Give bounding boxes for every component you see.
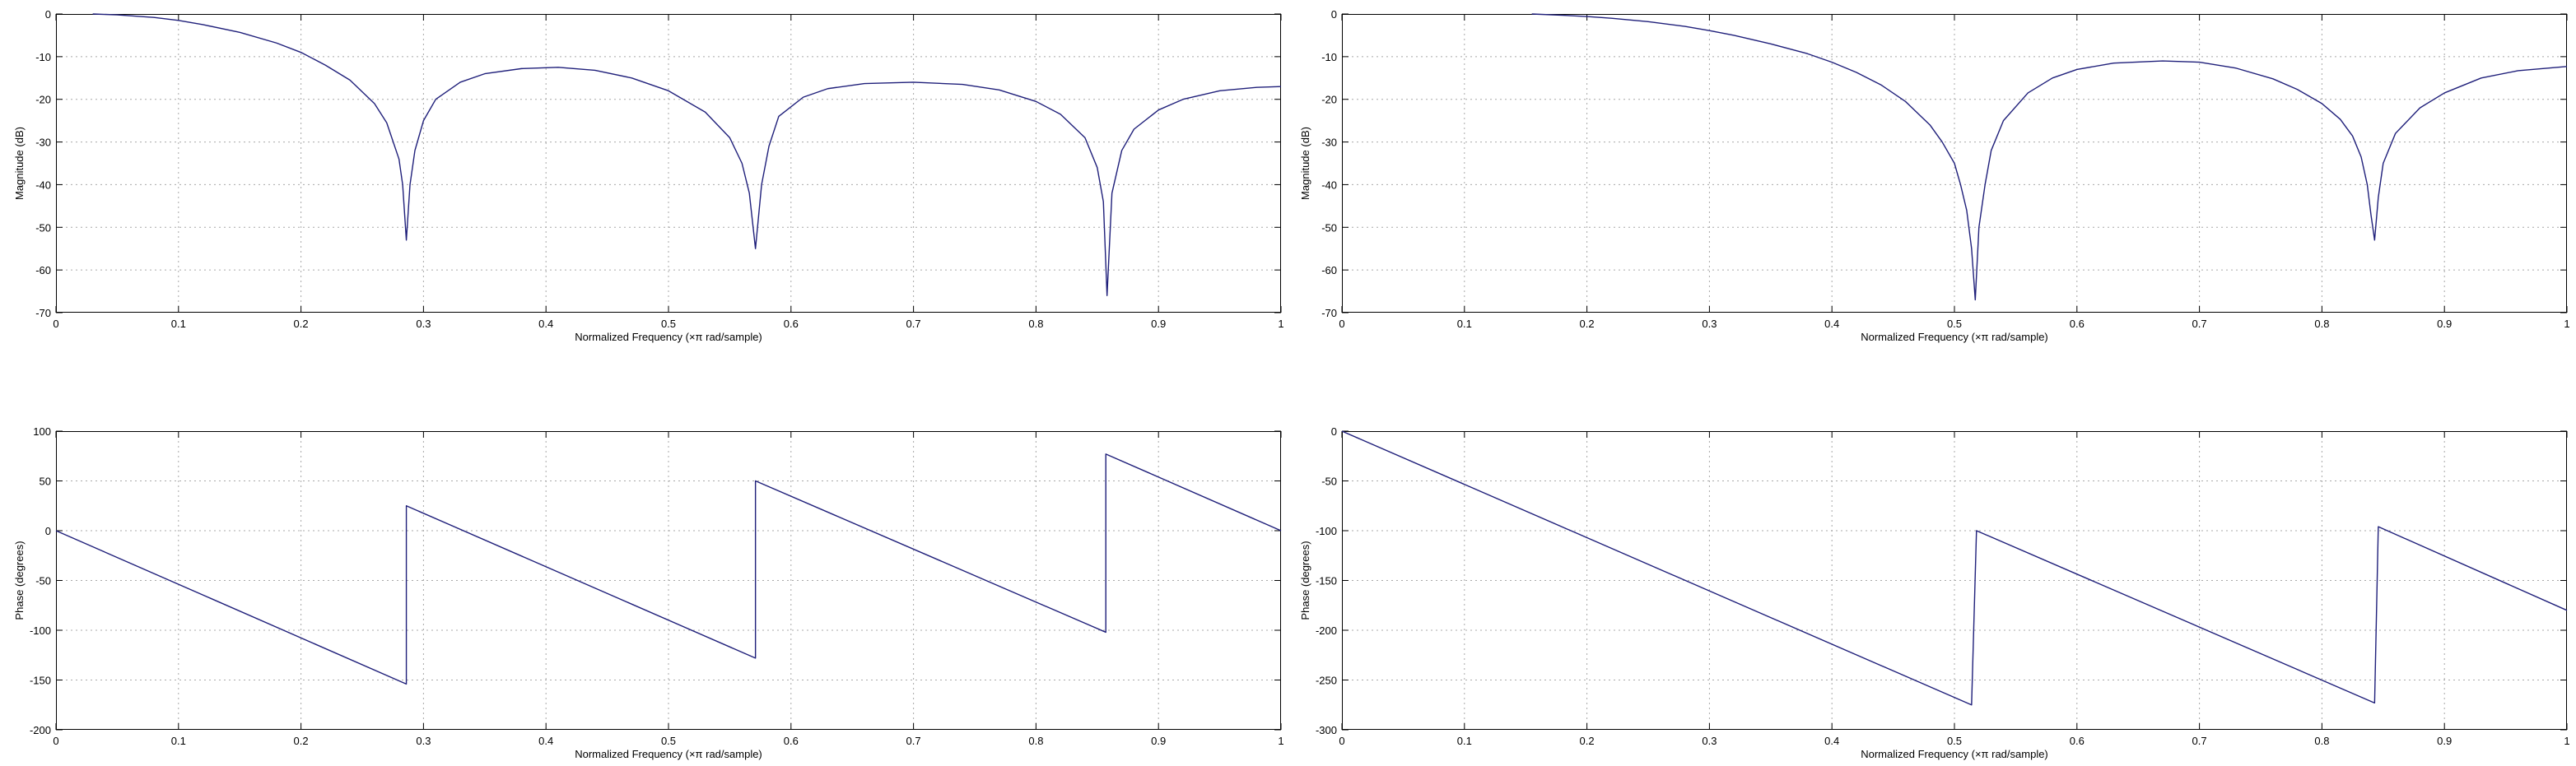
y-tick-label: -200 — [30, 724, 51, 736]
y-tick-label: -40 — [1321, 179, 1337, 191]
series-line — [55, 453, 1282, 685]
x-tick-label: 0.2 — [294, 318, 309, 330]
x-tick-label: 1 — [2564, 735, 2569, 747]
y-tick-label: -40 — [35, 179, 51, 191]
x-tick-label: 0.6 — [2070, 735, 2085, 747]
y-tick-label: 100 — [33, 425, 51, 438]
y-tick-label: -100 — [1316, 525, 1337, 537]
plot-svg: 0 0.1 0.2 0.3 0.4 0.5 0.6 0.7 0.8 0.9 1 100 50 0 -50 -1… — [13, 425, 1284, 760]
x-tick-label: 0.6 — [784, 318, 799, 330]
x-tick-label: 0.7 — [2192, 735, 2207, 747]
y-axis-label: Magnitude (dB) — [1299, 127, 1311, 200]
y-tick-label: -70 — [1321, 307, 1337, 319]
y-tick-label: -10 — [1321, 51, 1337, 63]
x-tick-label: 0.9 — [1151, 735, 1166, 747]
x-tick-label: 1 — [1278, 318, 1283, 330]
y-tick-label: -20 — [1321, 94, 1337, 106]
y-tick-label: -200 — [1316, 624, 1337, 637]
x-tick-label: 0 — [1339, 318, 1344, 330]
y-tick-label: 50 — [40, 476, 51, 488]
x-tick-label: 1 — [1278, 735, 1283, 747]
x-tick-label: 0.8 — [1028, 735, 1043, 747]
plot-svg: 0 0.1 0.2 0.3 0.4 0.5 0.6 0.7 0.8 0.9 1 0 -50 -100 -15… — [1299, 425, 2570, 760]
y-tick-label: -30 — [1321, 137, 1337, 149]
y-tick-label: -250 — [1316, 675, 1337, 687]
x-tick-label: 1 — [2564, 318, 2569, 330]
magnitude-plot-right: 0 0.1 0.2 0.3 0.4 0.5 0.6 0.7 0.8 0.9 1 0 -10 -20 -30 -… — [1299, 8, 2570, 343]
x-tick-label: 0.8 — [2314, 318, 2329, 330]
x-tick-label: 0.6 — [2070, 318, 2085, 330]
x-tick-label: 0 — [1339, 735, 1344, 747]
y-tick-label: -150 — [1316, 575, 1337, 587]
x-tick-label: 0.8 — [2314, 735, 2329, 747]
plot-svg: 0 0.1 0.2 0.3 0.4 0.5 0.6 0.7 0.8 0.9 1 0 -10 -20 -30 -… — [1299, 8, 2570, 343]
x-axis-label: Normalized Frequency (×π rad/sample) — [1861, 331, 2048, 343]
y-tick-label: -50 — [1321, 476, 1337, 488]
series-line — [1341, 430, 2568, 706]
x-tick-label: 0.3 — [416, 735, 431, 747]
y-axis-label: Phase (degrees) — [1299, 541, 1311, 620]
x-tick-label: 0.2 — [1580, 735, 1595, 747]
y-tick-label: 0 — [1331, 8, 1337, 21]
phase-plot-left: 0 0.1 0.2 0.3 0.4 0.5 0.6 0.7 0.8 0.9 1 100 50 0 -50 -1… — [13, 425, 1284, 760]
x-tick-label: 0.7 — [906, 735, 921, 747]
magnitude-plot-left: 0 0.1 0.2 0.3 0.4 0.5 0.6 0.7 0.8 0.9 1 0 -10 -20 -30 -… — [13, 8, 1284, 343]
x-axis-label: Normalized Frequency (×π rad/sample) — [575, 748, 762, 760]
x-tick-label: 0.4 — [1824, 735, 1839, 747]
y-tick-label: -60 — [1321, 264, 1337, 276]
x-tick-label: 0.3 — [1702, 318, 1717, 330]
x-axis-label: Normalized Frequency (×π rad/sample) — [575, 331, 762, 343]
x-axis-label: Normalized Frequency (×π rad/sample) — [1861, 748, 2048, 760]
x-tick-label: 0.5 — [661, 318, 676, 330]
y-tick-label: -50 — [35, 575, 51, 587]
y-tick-label: 0 — [1331, 425, 1337, 438]
y-tick-label: -100 — [30, 624, 51, 637]
series-line — [1531, 13, 2568, 301]
x-tick-label: 0.3 — [416, 318, 431, 330]
y-tick-label: -20 — [35, 94, 51, 106]
x-tick-label: 0.1 — [171, 735, 186, 747]
y-tick-label: -50 — [1321, 221, 1337, 234]
x-tick-label: 0.2 — [1580, 318, 1595, 330]
series-line — [92, 13, 1282, 296]
x-tick-label: 0.5 — [1947, 735, 1962, 747]
x-tick-label: 0.5 — [661, 735, 676, 747]
y-tick-label: 0 — [45, 8, 51, 21]
x-tick-label: 0.1 — [1457, 735, 1472, 747]
phase-plot-right: 0 0.1 0.2 0.3 0.4 0.5 0.6 0.7 0.8 0.9 1 0 -50 -100 -15… — [1299, 425, 2570, 760]
x-tick-label: 0.8 — [1028, 318, 1043, 330]
y-tick-label: 0 — [45, 525, 51, 537]
x-tick-label: 0.9 — [2437, 318, 2452, 330]
y-tick-label: -300 — [1316, 724, 1337, 736]
x-tick-label: 0.7 — [906, 318, 921, 330]
x-tick-label: 0.1 — [171, 318, 186, 330]
x-tick-label: 0 — [53, 318, 58, 330]
x-tick-label: 0.4 — [538, 735, 553, 747]
x-tick-label: 0.7 — [2192, 318, 2207, 330]
y-axis-label: Phase (degrees) — [13, 541, 26, 620]
y-tick-label: -70 — [35, 307, 51, 319]
y-axis-label: Magnitude (dB) — [13, 127, 26, 200]
x-tick-label: 0.1 — [1457, 318, 1472, 330]
x-tick-label: 0.6 — [784, 735, 799, 747]
y-tick-label: -150 — [30, 675, 51, 687]
x-tick-label: 0.9 — [2437, 735, 2452, 747]
x-tick-label: 0.2 — [294, 735, 309, 747]
y-tick-label: -30 — [35, 137, 51, 149]
x-tick-label: 0 — [53, 735, 58, 747]
x-tick-label: 0.4 — [1824, 318, 1839, 330]
x-tick-label: 0.5 — [1947, 318, 1962, 330]
y-tick-label: -50 — [35, 221, 51, 234]
y-tick-label: -10 — [35, 51, 51, 63]
plot-svg: 0 0.1 0.2 0.3 0.4 0.5 0.6 0.7 0.8 0.9 1 0 -10 -20 -30 -… — [13, 8, 1284, 343]
y-tick-label: -60 — [35, 264, 51, 276]
x-tick-label: 0.4 — [538, 318, 553, 330]
x-tick-label: 0.9 — [1151, 318, 1166, 330]
x-tick-label: 0.3 — [1702, 735, 1717, 747]
